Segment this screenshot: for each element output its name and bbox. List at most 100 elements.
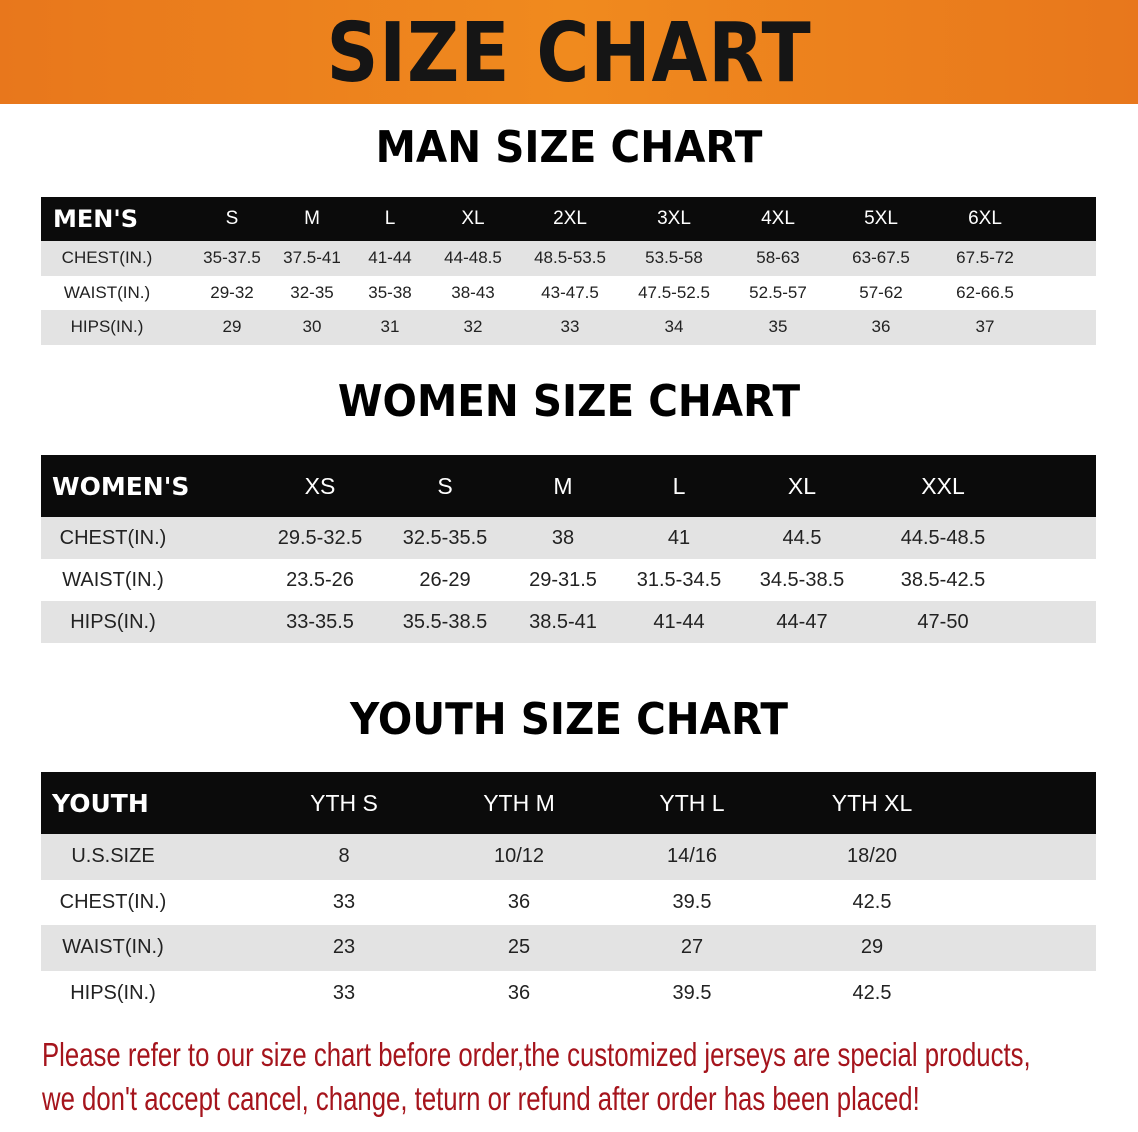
size-header-cell: 3XL bbox=[657, 208, 691, 229]
notice-line-1: Please refer to our size chart before or… bbox=[42, 1036, 1031, 1073]
table-cell: 33 bbox=[332, 890, 356, 913]
banner-title: SIZE CHART bbox=[326, 6, 812, 101]
men-size-table: MEN'S S M L XL 2XL 3XL 4XL 5XL 6XL CHEST(IN.) 35-37… bbox=[41, 197, 1096, 345]
table-cell: 41-44 bbox=[653, 610, 705, 633]
size-header-cell: 4XL bbox=[761, 208, 795, 229]
table-title-cell: MEN'S bbox=[53, 205, 138, 233]
table-cell: 43-47.5 bbox=[541, 282, 599, 302]
table-cell: 47-50 bbox=[917, 610, 969, 633]
table-cell: 42.5 bbox=[852, 890, 892, 913]
table-cell: 31.5-34.5 bbox=[636, 568, 722, 591]
table-cell: 36 bbox=[507, 890, 531, 913]
size-header-cell: L bbox=[384, 208, 396, 229]
table-cell: 29-32 bbox=[210, 282, 254, 302]
table-header-row: MEN'S S M L XL 2XL 3XL 4XL 5XL 6XL bbox=[41, 197, 1096, 241]
table-cell: 25 bbox=[507, 936, 531, 959]
table-cell: 32.5-35.5 bbox=[402, 526, 488, 549]
table-cell: 44-48.5 bbox=[444, 248, 502, 268]
table-cell: 36 bbox=[507, 981, 531, 1004]
size-header-cell: YTH S bbox=[310, 789, 378, 816]
table-cell: 38 bbox=[551, 526, 575, 549]
table-cell: 27 bbox=[680, 936, 704, 959]
table-cell: 58-63 bbox=[756, 248, 800, 268]
youth-section-title: YOUTH SIZE CHART bbox=[350, 694, 788, 745]
measure-label-cell: U.S.SIZE bbox=[71, 845, 155, 868]
measure-label-cell: WAIST(IN.) bbox=[63, 282, 151, 302]
measure-label-cell: CHEST(IN.) bbox=[59, 890, 167, 913]
women-section-title: WOMEN SIZE CHART bbox=[337, 376, 801, 427]
table-header-row: WOMEN'S XS S M L XL XXL bbox=[41, 455, 1096, 517]
measure-label-cell: WAIST(IN.) bbox=[62, 936, 164, 959]
size-header-cell: 2XL bbox=[553, 208, 587, 229]
measure-label-cell: HIPS(IN.) bbox=[70, 610, 156, 633]
table-cell: 62-66.5 bbox=[956, 282, 1014, 302]
table-cell: 35.5-38.5 bbox=[402, 610, 488, 633]
table-row: CHEST(IN.) 29.5-32.5 32.5-35.5 38 41 44.5 44.5… bbox=[41, 517, 1096, 559]
table-cell: 67.5-72 bbox=[956, 248, 1014, 268]
table-cell: 39.5 bbox=[672, 890, 712, 913]
table-cell: 33 bbox=[332, 981, 356, 1004]
table-cell: 38-43 bbox=[451, 282, 495, 302]
table-cell: 52.5-57 bbox=[749, 282, 807, 302]
size-header-cell: S bbox=[437, 472, 453, 499]
table-cell: 39.5 bbox=[672, 981, 712, 1004]
table-cell: 44.5-48.5 bbox=[900, 526, 986, 549]
size-header-cell: M bbox=[304, 208, 320, 229]
table-cell: 34 bbox=[664, 317, 684, 337]
measure-label-cell: HIPS(IN.) bbox=[70, 317, 144, 337]
table-cell: 23.5-26 bbox=[286, 568, 354, 591]
banner: SIZE CHART bbox=[0, 0, 1138, 104]
table-cell: 35 bbox=[768, 317, 788, 337]
table-cell: 23 bbox=[332, 936, 356, 959]
size-header-cell: XS bbox=[304, 472, 336, 499]
table-cell: 42.5 bbox=[852, 981, 892, 1004]
table-cell: 29.5-32.5 bbox=[277, 526, 363, 549]
measure-label-cell: WAIST(IN.) bbox=[62, 568, 164, 591]
table-cell: 44.5 bbox=[782, 526, 822, 549]
table-cell: 41-44 bbox=[368, 248, 412, 268]
table-row: CHEST(IN.) 35-37.5 37.5-41 41-44 44-48.5 48.5… bbox=[41, 241, 1096, 276]
size-header-cell: YTH L bbox=[659, 789, 725, 816]
table-cell: 29 bbox=[222, 317, 242, 337]
size-header-cell: XL bbox=[787, 472, 817, 499]
table-row: WAIST(IN.) 23.5-26 26-29 29-31.5 31.5-34.5 34… bbox=[41, 559, 1096, 601]
table-cell: 38.5-41 bbox=[529, 610, 597, 633]
table-cell: 53.5-58 bbox=[645, 248, 703, 268]
table-cell: 48.5-53.5 bbox=[534, 248, 606, 268]
table-cell: 29 bbox=[860, 936, 884, 959]
measure-label-cell: CHEST(IN.) bbox=[59, 526, 167, 549]
size-header-cell: YTH XL bbox=[831, 789, 913, 816]
table-cell: 33 bbox=[560, 317, 580, 337]
table-row: U.S.SIZE 8 10/12 14/16 18/20 bbox=[41, 834, 1096, 880]
table-cell: 36 bbox=[871, 317, 891, 337]
table-cell: 35-38 bbox=[368, 282, 412, 302]
table-cell: 37 bbox=[975, 317, 995, 337]
table-row: HIPS(IN.) 33-35.5 35.5-38.5 38.5-41 41-44 44-… bbox=[41, 601, 1096, 643]
table-cell: 32-35 bbox=[290, 282, 334, 302]
size-header-cell: M bbox=[553, 472, 573, 499]
notice-line-2: we don't accept cancel, change, teturn o… bbox=[42, 1080, 920, 1117]
table-row: WAIST(IN.) 29-32 32-35 35-38 38-43 43-47.5 47.… bbox=[41, 275, 1096, 310]
table-cell: 14/16 bbox=[666, 845, 718, 868]
table-row: WAIST(IN.) 23 25 27 29 bbox=[41, 925, 1096, 971]
table-cell: 18/20 bbox=[846, 845, 898, 868]
size-header-cell: YTH M bbox=[483, 789, 555, 816]
table-cell: 33-35.5 bbox=[286, 610, 354, 633]
table-cell: 26-29 bbox=[419, 568, 471, 591]
size-header-cell: 5XL bbox=[864, 208, 898, 229]
table-cell: 57-62 bbox=[859, 282, 903, 302]
table-row: CHEST(IN.) 33 36 39.5 42.5 bbox=[41, 879, 1096, 925]
size-header-cell: XL bbox=[461, 208, 485, 229]
table-cell: 30 bbox=[302, 317, 322, 337]
table-cell: 10/12 bbox=[493, 845, 545, 868]
table-cell: 47.5-52.5 bbox=[638, 282, 710, 302]
size-header-cell: L bbox=[672, 472, 686, 499]
table-title-cell: YOUTH bbox=[52, 788, 149, 818]
table-header-row: YOUTH YTH S YTH M YTH L YTH XL bbox=[41, 772, 1096, 834]
youth-size-table: YOUTH YTH S YTH M YTH L YTH XL U.S.SIZE 8 10/12… bbox=[41, 772, 1096, 1016]
table-cell: 44-47 bbox=[776, 610, 828, 633]
table-cell: 8 bbox=[338, 845, 350, 868]
table-cell: 41 bbox=[667, 526, 691, 549]
table-cell: 34.5-38.5 bbox=[759, 568, 845, 591]
